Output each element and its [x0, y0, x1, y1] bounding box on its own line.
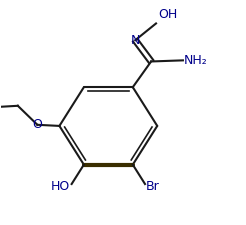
Text: NH₂: NH₂ — [184, 54, 208, 67]
Text: OH: OH — [158, 8, 178, 21]
Text: O: O — [32, 118, 42, 131]
Text: Br: Br — [146, 180, 160, 193]
Text: HO: HO — [51, 180, 70, 193]
Text: N: N — [131, 34, 140, 47]
